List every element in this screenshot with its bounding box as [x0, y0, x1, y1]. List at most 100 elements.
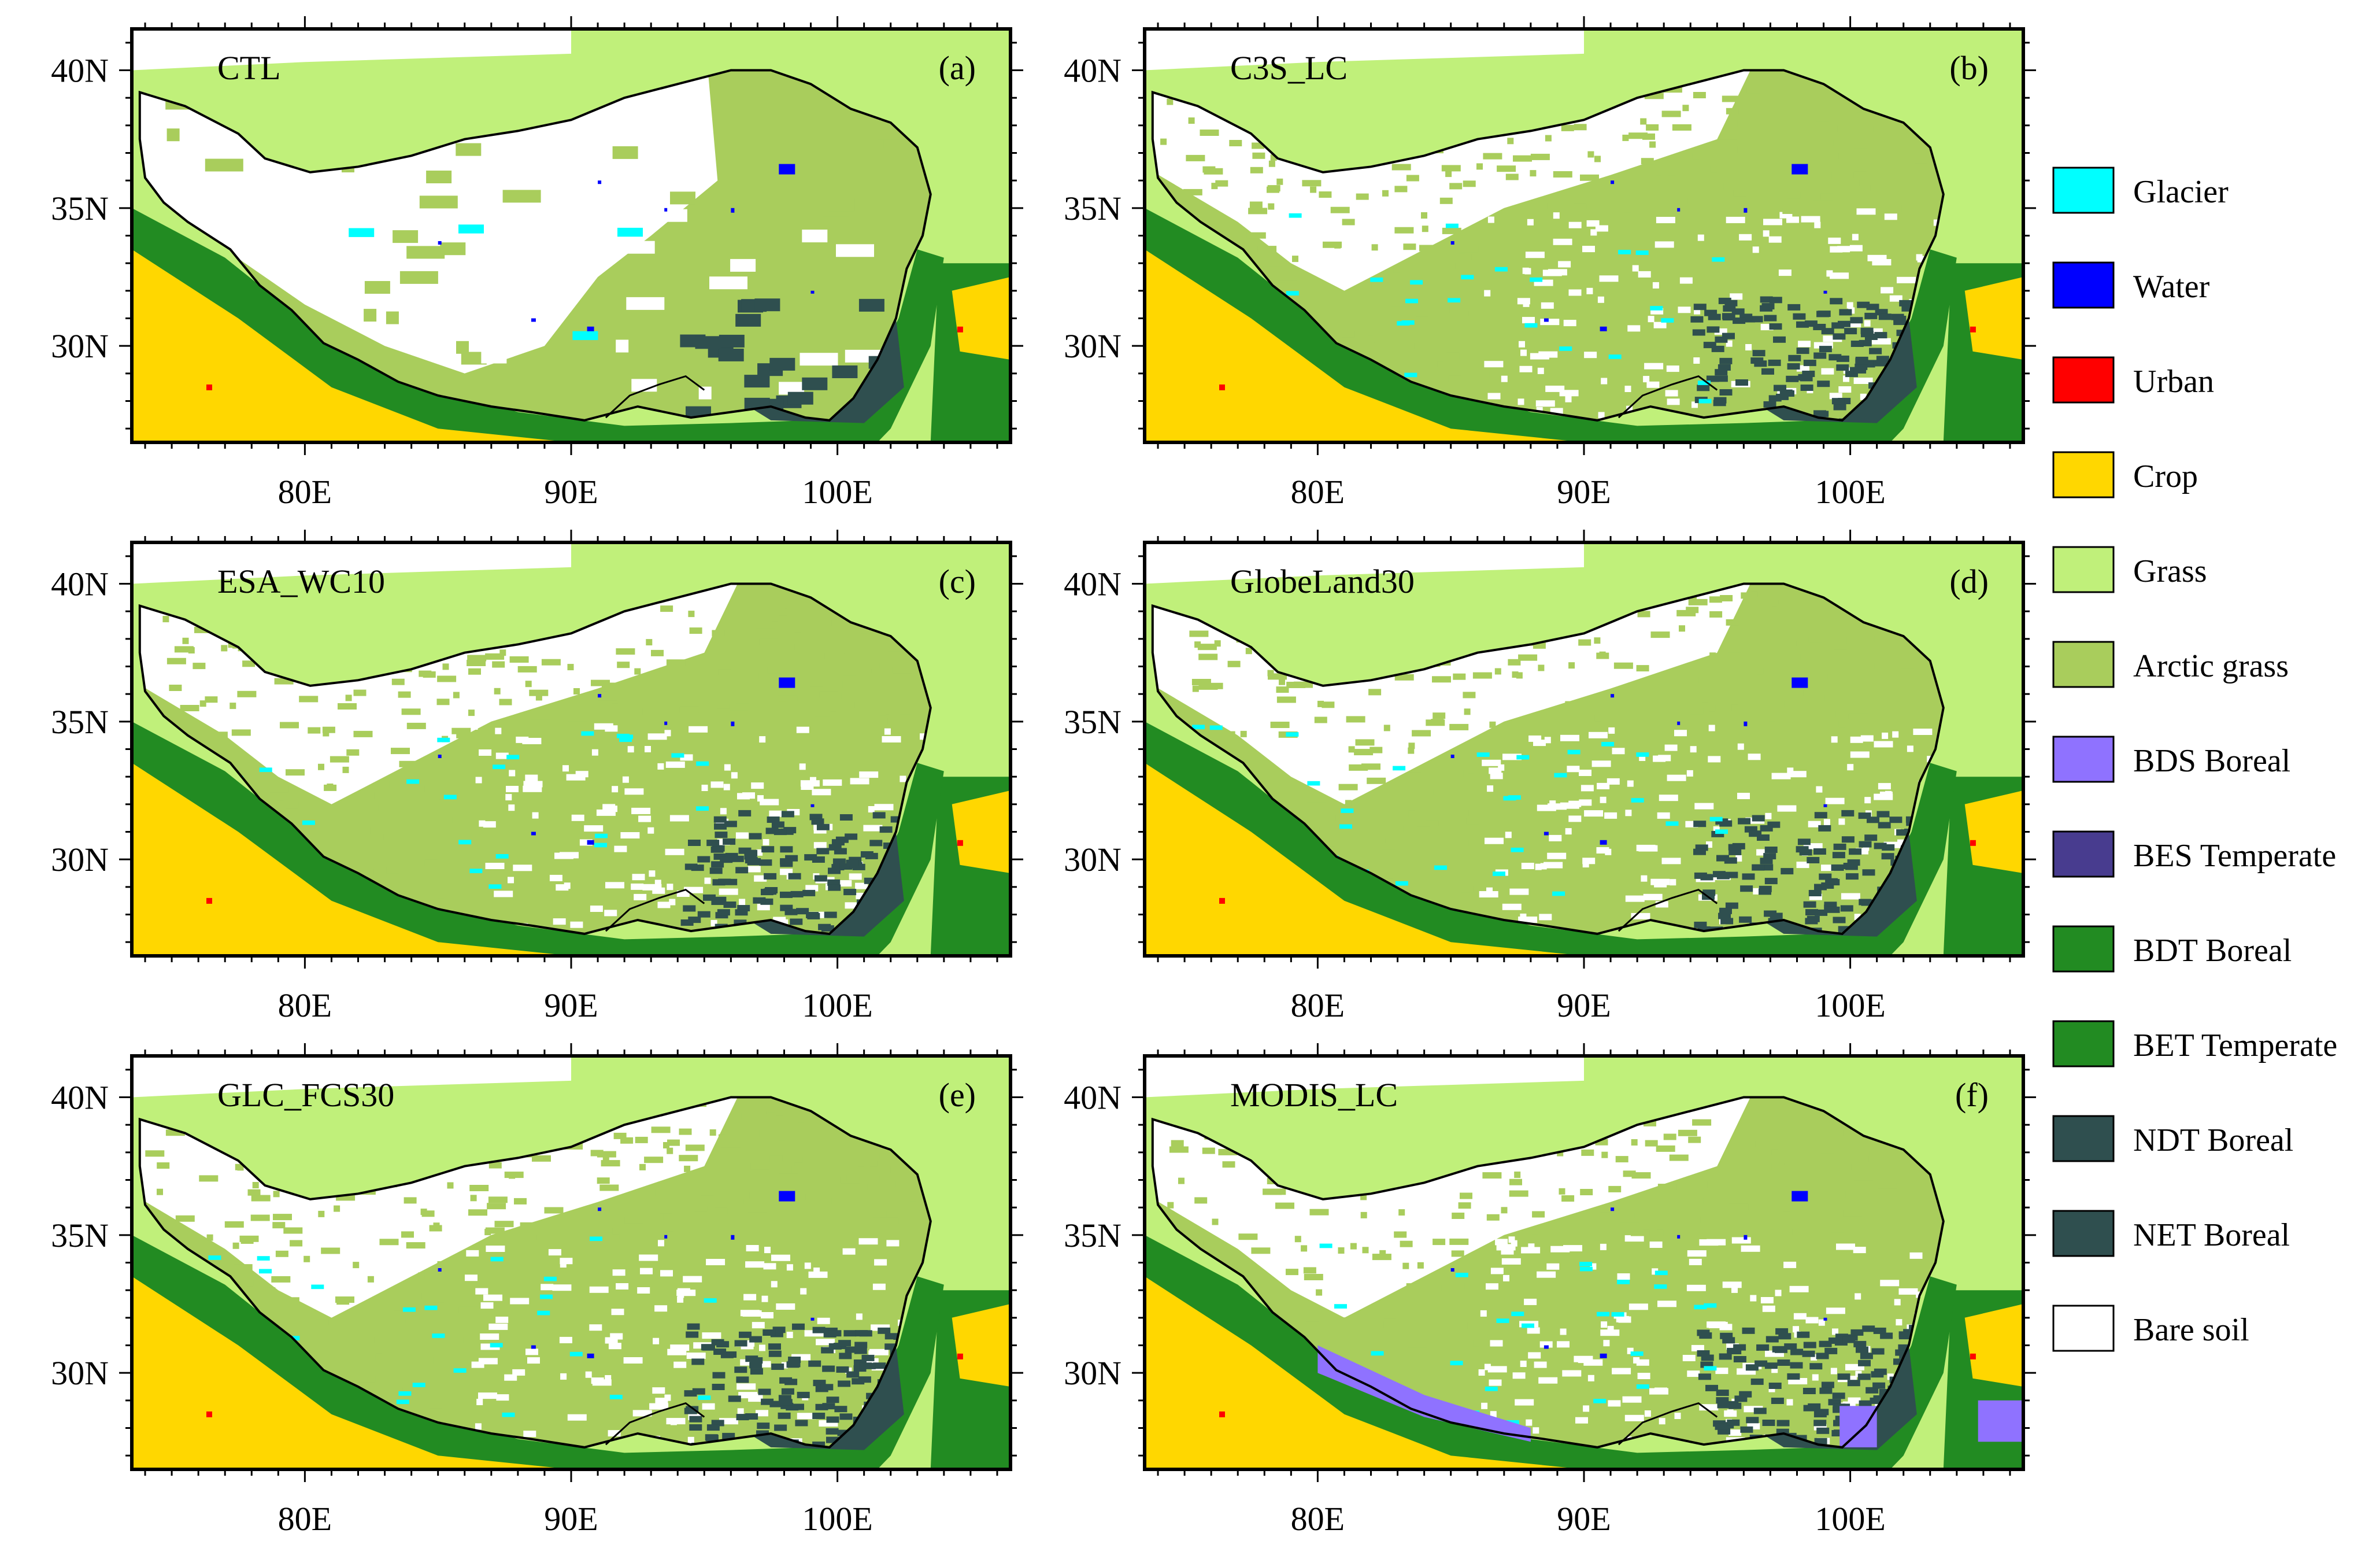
panel-tag: (c)	[939, 563, 976, 600]
plateau-boundary	[1151, 582, 1945, 935]
land-cover-map	[132, 542, 1011, 956]
x-tick-label: 90E	[1557, 1500, 1611, 1538]
legend-label: Arctic grass	[2133, 648, 2289, 684]
legend-item: Urban	[2052, 356, 2214, 404]
panel-title: ESA_WC10	[217, 563, 385, 600]
x-tick-label: 90E	[1557, 473, 1611, 511]
legend-label: BES Temperate	[2133, 838, 2336, 874]
x-tick-label: 100E	[1815, 473, 1885, 511]
y-tick-label: 35N	[51, 190, 109, 227]
map-panel-b: 80E 90E 100E 40N 35N 30N C3S_LC (b)	[1064, 16, 2036, 511]
legend-swatch	[2052, 1305, 2115, 1352]
legend-label: Grass	[2133, 553, 2207, 589]
y-tick-label: 30N	[1064, 1354, 1121, 1392]
legend-label: Glacier	[2133, 174, 2229, 210]
legend-item: Water	[2052, 261, 2210, 309]
plateau-boundary	[138, 582, 932, 935]
legend-swatch	[2052, 736, 2115, 783]
legend-swatch	[2052, 261, 2115, 309]
x-tick-label: 100E	[1815, 1500, 1885, 1538]
legend-item: NET Boreal	[2052, 1210, 2290, 1257]
x-tick-label: 80E	[278, 1500, 332, 1538]
y-tick-label: 40N	[51, 566, 109, 603]
land-cover-map	[1145, 29, 2023, 442]
y-tick-label: 40N	[1064, 52, 1121, 90]
legend-item: BET Temperate	[2052, 1020, 2337, 1067]
y-tick-label: 30N	[1064, 841, 1121, 878]
x-tick-label: 100E	[802, 987, 872, 1024]
y-tick-label: 35N	[51, 703, 109, 741]
y-tick-label: 40N	[1064, 566, 1121, 603]
x-tick-label: 80E	[1291, 473, 1345, 511]
panel-title: MODIS_LC	[1230, 1076, 1398, 1114]
legend-swatch	[2052, 356, 2115, 404]
map-panel-d: 80E 90E 100E 40N 35N 30N GlobeLand30 (d)	[1064, 530, 2036, 1024]
legend-item: Arctic grass	[2052, 641, 2289, 688]
legend-label: Bare soil	[2133, 1312, 2249, 1348]
y-tick-label: 30N	[51, 327, 109, 365]
y-tick-label: 35N	[1064, 1217, 1121, 1254]
legend-label: NDT Boreal	[2133, 1122, 2293, 1158]
x-tick-label: 80E	[1291, 1500, 1345, 1538]
legend-swatch	[2052, 925, 2115, 973]
x-tick-label: 100E	[802, 473, 872, 511]
plateau-boundary	[138, 69, 932, 422]
panel-title: GLC_FCS30	[217, 1076, 394, 1114]
legend-label: BDT Boreal	[2133, 933, 2292, 969]
map-panel-c: 80E 90E 100E 40N 35N 30N ESA_WC10 (c)	[51, 530, 1023, 1024]
legend-item: Bare soil	[2052, 1305, 2249, 1352]
x-tick-label: 90E	[544, 473, 598, 511]
legend-item: BDS Boreal	[2052, 736, 2290, 783]
y-tick-label: 35N	[51, 1217, 109, 1254]
plateau-boundary	[138, 1096, 932, 1449]
y-tick-label: 30N	[51, 1354, 109, 1392]
land-cover-map	[132, 29, 1011, 442]
legend-label: NET Boreal	[2133, 1217, 2290, 1253]
legend-label: Water	[2133, 269, 2210, 305]
land-cover-map	[132, 1056, 1011, 1469]
legend-label: BDS Boreal	[2133, 743, 2290, 779]
x-tick-label: 100E	[802, 1500, 872, 1538]
x-tick-label: 90E	[1557, 987, 1611, 1024]
plateau-boundary	[1151, 1096, 1945, 1449]
legend-swatch	[2052, 1210, 2115, 1257]
panel-tag: (b)	[1949, 49, 1989, 87]
map-panel-e: 80E 90E 100E 40N 35N 30N GLC_FCS30 (e)	[51, 1043, 1023, 1538]
legend-item: NDT Boreal	[2052, 1115, 2293, 1162]
map-panel-f: 80E 90E 100E 40N 35N 30N MODIS_LC (f)	[1064, 1043, 2036, 1538]
legend-item: BES Temperate	[2052, 830, 2336, 878]
x-tick-label: 80E	[278, 473, 332, 511]
legend-item: Crop	[2052, 451, 2198, 498]
y-tick-label: 40N	[1064, 1079, 1121, 1117]
legend-label: BET Temperate	[2133, 1028, 2337, 1063]
legend-swatch	[2052, 451, 2115, 498]
plateau-boundary	[1151, 69, 1945, 422]
legend-item: BDT Boreal	[2052, 925, 2292, 973]
y-tick-label: 30N	[1064, 327, 1121, 365]
y-tick-label: 30N	[51, 841, 109, 878]
panel-title: C3S_LC	[1230, 49, 1348, 87]
legend-label: Crop	[2133, 459, 2198, 494]
legend-swatch	[2052, 1115, 2115, 1162]
legend-item: Glacier	[2052, 167, 2229, 214]
legend-label: Urban	[2133, 364, 2214, 400]
y-tick-label: 40N	[51, 52, 109, 90]
panel-tag: (d)	[1949, 563, 1989, 600]
x-tick-label: 80E	[1291, 987, 1345, 1024]
y-tick-label: 35N	[1064, 190, 1121, 227]
legend-swatch	[2052, 546, 2115, 593]
legend-swatch	[2052, 1020, 2115, 1067]
legend: Glacier Water Urban Crop Grass Arctic grass BD…	[2052, 167, 2337, 1352]
panel-title: CTL	[217, 49, 281, 87]
y-tick-label: 40N	[51, 1079, 109, 1117]
land-cover-map	[1145, 542, 2023, 956]
land-cover-map	[1145, 1056, 2023, 1469]
panel-tag: (e)	[939, 1076, 976, 1114]
legend-item: Grass	[2052, 546, 2207, 593]
panel-title: GlobeLand30	[1230, 563, 1415, 600]
panel-tag: (f)	[1955, 1076, 1989, 1114]
map-panel-a: 80E 90E 100E 40N 35N 30N CTL (a)	[51, 16, 1023, 511]
x-tick-label: 100E	[1815, 987, 1885, 1024]
x-tick-label: 90E	[544, 987, 598, 1024]
